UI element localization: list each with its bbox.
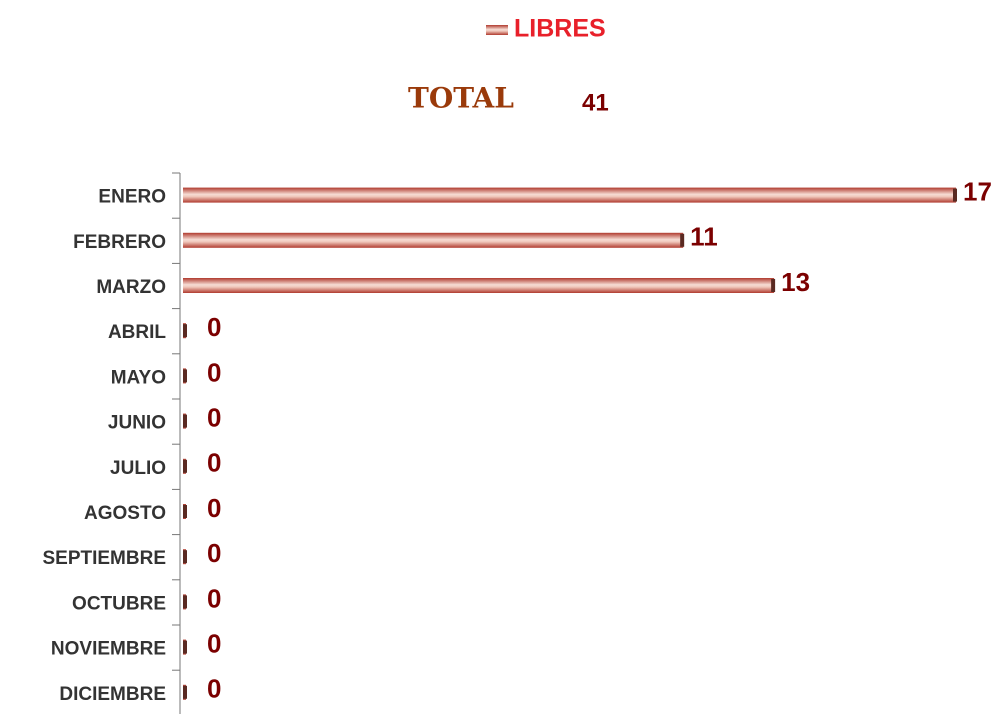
data-label: 0: [207, 583, 221, 613]
y-tick-label: DICIEMBRE: [59, 684, 166, 705]
bar-cap: [183, 414, 187, 428]
y-tick-label: MAYO: [111, 367, 166, 388]
data-label: 0: [207, 628, 221, 658]
bar-cap: [680, 233, 685, 247]
bar-cap: [183, 595, 187, 609]
data-label: 0: [207, 312, 221, 342]
y-tick-label: MARZO: [96, 277, 166, 298]
bar-cap: [771, 279, 776, 292]
bar: [183, 232, 684, 248]
y-tick-label: NOVIEMBRE: [51, 639, 166, 660]
data-label: 0: [207, 357, 221, 387]
bar-cap: [183, 505, 187, 518]
legend-label: LIBRES: [514, 15, 606, 43]
data-label: 0: [207, 493, 221, 523]
y-tick-label: JUNIO: [108, 413, 166, 434]
legend-swatch: [486, 25, 508, 35]
bar-cap: [183, 459, 187, 473]
data-label: 0: [207, 674, 221, 704]
total-label: TOTAL: [408, 82, 514, 115]
bar-cap: [953, 188, 957, 202]
total-value: 41: [582, 89, 609, 116]
y-tick-label: OCTUBRE: [72, 593, 166, 614]
bar-cap: [183, 640, 187, 654]
data-label: 11: [690, 222, 718, 252]
bar: [183, 187, 956, 203]
data-label: 0: [207, 538, 221, 568]
data-label: 0: [207, 448, 221, 478]
data-label: 0: [207, 402, 221, 432]
bar-cap: [183, 324, 187, 338]
bar: [183, 278, 775, 293]
bar-cap: [183, 369, 187, 383]
bar-cap: [183, 550, 187, 564]
y-tick-label: ABRIL: [108, 322, 166, 343]
data-label: 17: [963, 176, 992, 206]
y-tick-label: AGOSTO: [84, 503, 166, 524]
y-tick-label: JULIO: [110, 458, 166, 479]
y-tick-label: ENERO: [98, 187, 166, 208]
data-label: 13: [781, 267, 810, 297]
y-tick-label: FEBRERO: [73, 232, 166, 253]
y-tick-label: SEPTIEMBRE: [42, 548, 166, 569]
bar-cap: [183, 685, 187, 699]
